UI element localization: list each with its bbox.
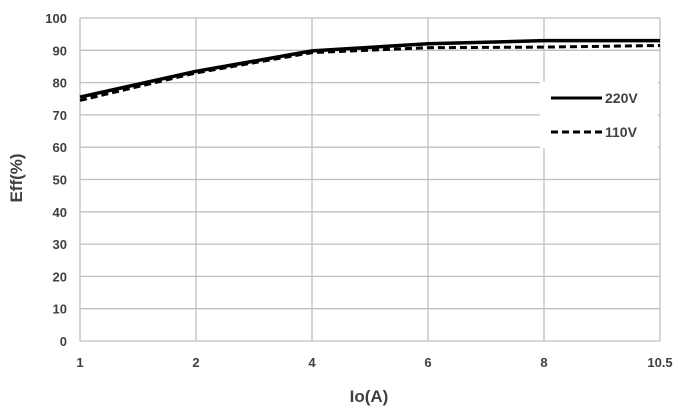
y-tick-label: 0 bbox=[60, 334, 67, 349]
y-axis-title: Eff(%) bbox=[7, 153, 26, 202]
y-tick-label: 100 bbox=[45, 11, 67, 26]
x-tick-label: 1 bbox=[76, 355, 83, 370]
y-tick-label: 50 bbox=[53, 173, 67, 188]
y-tick-label: 20 bbox=[53, 269, 67, 284]
series-layer bbox=[79, 38, 661, 102]
legend-label-220v: 220V bbox=[605, 90, 638, 106]
x-tick-label: 10.5 bbox=[647, 355, 672, 370]
legend-background bbox=[540, 82, 658, 148]
y-tick-label: 70 bbox=[53, 108, 67, 123]
y-tick-label: 40 bbox=[53, 205, 67, 220]
grid-layer bbox=[79, 17, 661, 342]
y-tick-label: 80 bbox=[53, 76, 67, 91]
x-tick-label: 8 bbox=[540, 355, 547, 370]
tick-layer: 0 10 20 30 40 50 60 70 80 90 100 1 2 4 6 8 10.5 bbox=[45, 11, 672, 370]
series-line-110v bbox=[79, 44, 661, 102]
series-line-220v bbox=[79, 38, 660, 99]
y-tick-label: 30 bbox=[53, 237, 67, 252]
legend: 220V 110V bbox=[540, 82, 658, 148]
x-tick-label: 6 bbox=[424, 355, 431, 370]
legend-label-110v: 110V bbox=[605, 124, 638, 140]
y-tick-label: 10 bbox=[53, 302, 67, 317]
y-tick-label: 90 bbox=[53, 43, 67, 58]
y-tick-label: 60 bbox=[53, 140, 67, 155]
x-tick-label: 2 bbox=[192, 355, 199, 370]
x-tick-label: 4 bbox=[308, 355, 316, 370]
x-axis-title: Io(A) bbox=[350, 387, 389, 406]
